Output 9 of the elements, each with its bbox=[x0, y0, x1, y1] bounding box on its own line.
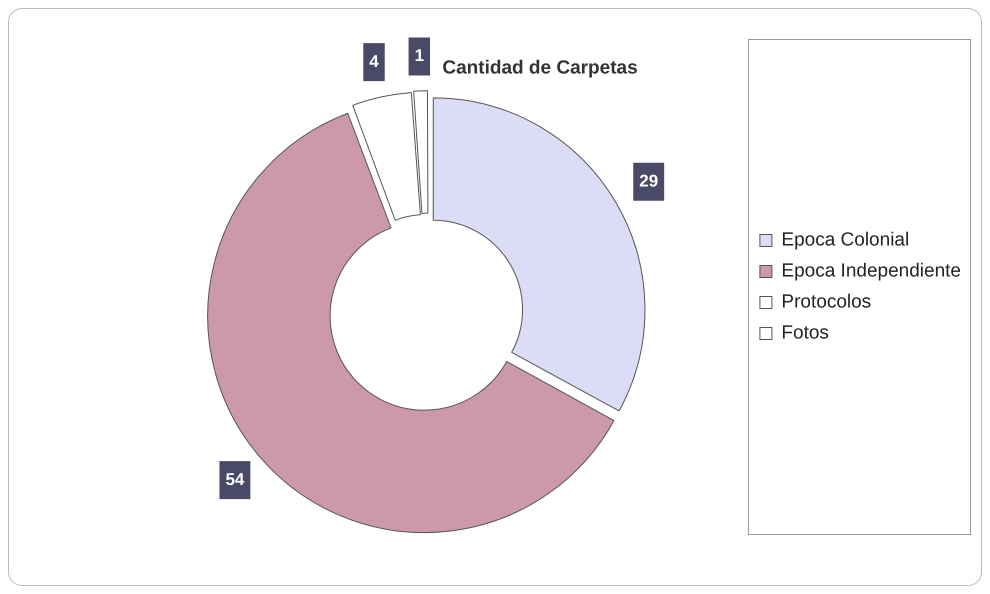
data-label: 4 bbox=[369, 52, 380, 71]
data-label: 1 bbox=[414, 46, 424, 66]
legend-label: Protocolos bbox=[781, 292, 872, 313]
text: Cantidad de Carpetas bbox=[442, 58, 638, 79]
legend-label: Epoca Independiente bbox=[781, 260, 962, 282]
legend-label: Epoca Colonial bbox=[781, 230, 910, 251]
data-label: 29 bbox=[639, 171, 658, 190]
data-label: 54 bbox=[225, 470, 245, 489]
legend-label: Fotos bbox=[781, 322, 829, 344]
